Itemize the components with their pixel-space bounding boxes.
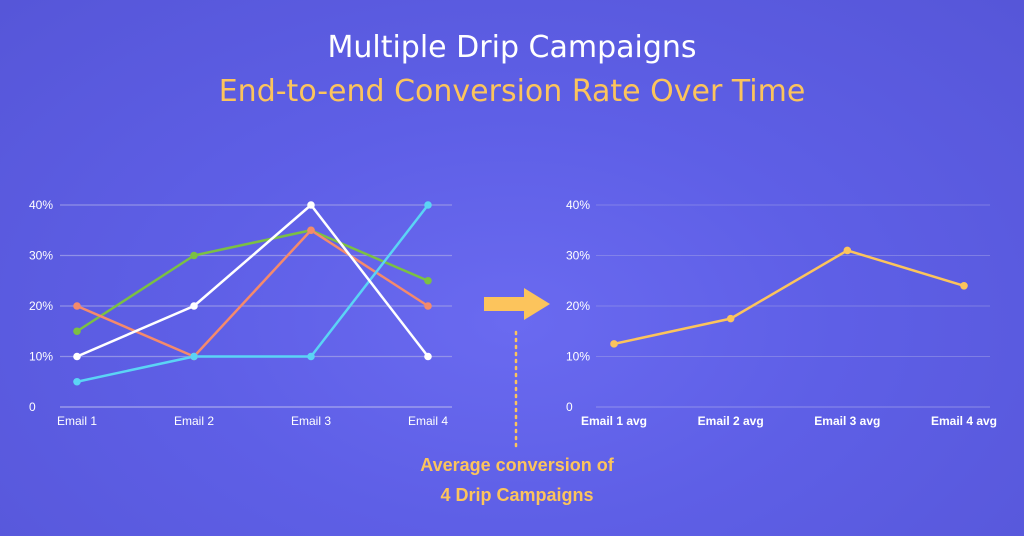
y-tick-label: 30%: [29, 249, 53, 263]
data-point: [610, 340, 618, 348]
data-point: [726, 314, 735, 323]
y-tick-label: 20%: [29, 299, 53, 313]
chart-title: Multiple Drip Campaigns: [327, 30, 697, 65]
series-line: [75, 229, 430, 333]
data-point: [73, 302, 81, 310]
caption-line-2: 4 Drip Campaigns: [440, 485, 594, 505]
data-point: [843, 246, 852, 255]
x-tick-label: Email 2 avg: [698, 414, 764, 428]
series-line: [612, 249, 966, 346]
data-point: [424, 276, 432, 285]
x-tick-label: Email 1 avg: [581, 414, 647, 428]
x-tick-label: Email 4 avg: [931, 414, 997, 428]
y-tick-label: 40%: [29, 198, 53, 212]
data-point: [424, 352, 432, 361]
right-line-chart: 0 10% 20% 30% 40% Email 1 avg Email 2 avg Email…: [566, 198, 997, 428]
data-point: [73, 377, 81, 386]
left-line-chart: 0 10% 20% 30% 40% Email 1 Email 2 Email 3 Email …: [29, 198, 452, 428]
right-arrow-icon: [484, 288, 550, 320]
y-tick-label: 0: [566, 400, 573, 414]
y-tick-label: 0: [29, 400, 36, 414]
y-tick-label: 20%: [566, 299, 590, 313]
data-point: [190, 302, 198, 310]
data-point: [190, 251, 198, 260]
data-point: [190, 352, 198, 361]
caption: Average conversion of 4 Drip Campaigns: [360, 450, 674, 510]
data-point: [307, 352, 315, 361]
caption-line-1: Average conversion of: [420, 455, 614, 475]
data-point: [307, 201, 315, 209]
series-line: [75, 203, 430, 358]
x-tick-label: Email 1: [57, 414, 97, 428]
x-tick-label: Email 4: [408, 414, 448, 428]
x-tick-label: Email 3: [291, 414, 331, 428]
data-point: [307, 226, 315, 235]
data-point: [73, 327, 81, 336]
data-point: [73, 352, 81, 361]
y-tick-label: 30%: [566, 249, 590, 263]
data-point: [960, 282, 968, 290]
data-point: [424, 201, 432, 209]
y-tick-label: 40%: [566, 198, 590, 212]
data-point: [424, 302, 432, 310]
x-tick-label: Email 2: [174, 414, 214, 428]
y-tick-label: 10%: [566, 350, 590, 364]
y-tick-label: 10%: [29, 350, 53, 364]
x-tick-label: Email 3 avg: [814, 414, 880, 428]
series-line: [75, 229, 430, 358]
chart-subtitle: End-to-end Conversion Rate Over Time: [218, 74, 806, 109]
